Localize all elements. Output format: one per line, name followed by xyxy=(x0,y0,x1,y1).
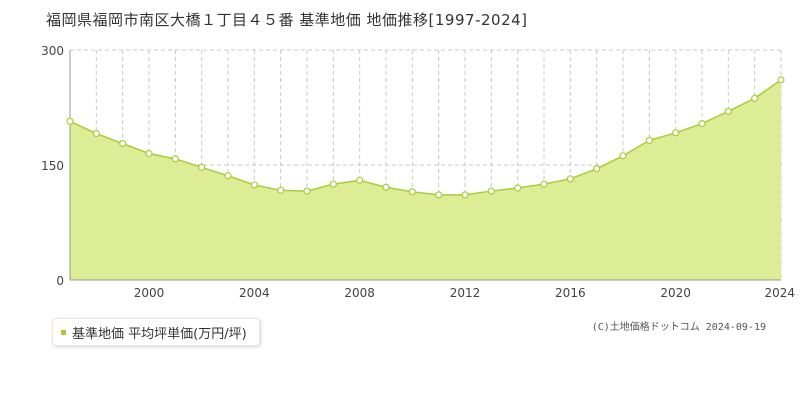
data-point[interactable] xyxy=(119,139,127,148)
data-point[interactable] xyxy=(751,94,759,102)
data-point[interactable] xyxy=(145,149,153,158)
data-point[interactable] xyxy=(566,175,574,183)
data-point[interactable] xyxy=(645,136,653,145)
data-point[interactable] xyxy=(724,107,732,115)
data-point[interactable] xyxy=(303,187,311,195)
y-tick-label: 0 xyxy=(56,274,64,288)
x-tick-label: 2000 xyxy=(134,286,165,300)
x-tick-label: 2012 xyxy=(450,286,481,300)
data-point[interactable] xyxy=(224,172,232,180)
data-point[interactable] xyxy=(435,191,443,199)
data-point[interactable] xyxy=(382,183,390,191)
point-layer xyxy=(66,76,785,199)
legend-label: 基準地価 平均坪単価(万円/坪) xyxy=(72,326,247,342)
x-tick-label: 2004 xyxy=(239,286,270,300)
x-tick-label: 2008 xyxy=(344,286,375,300)
data-point[interactable] xyxy=(408,188,416,196)
data-point[interactable] xyxy=(514,184,522,192)
data-point[interactable] xyxy=(698,119,706,128)
area-layer xyxy=(69,79,782,281)
data-point[interactable] xyxy=(487,187,495,195)
data-point[interactable] xyxy=(777,76,785,84)
data-point[interactable] xyxy=(619,152,627,160)
data-point[interactable] xyxy=(277,186,285,194)
y-tick-label: 300 xyxy=(41,44,64,58)
data-point[interactable] xyxy=(198,163,206,171)
series-line xyxy=(69,79,782,196)
data-point[interactable] xyxy=(593,165,601,173)
series-area xyxy=(70,79,781,281)
copyright: (C)土地価格ドットコム 2024-09-19 xyxy=(591,322,766,333)
label-layer: 0 150 300 2000 2004 2008 2012 2016 2020 2024 xyxy=(41,44,795,300)
data-point[interactable] xyxy=(329,180,337,188)
data-point[interactable] xyxy=(672,129,680,137)
legend-swatch xyxy=(61,329,66,335)
x-tick-label: 2024 xyxy=(764,286,795,300)
x-tick-label: 2020 xyxy=(660,286,691,300)
data-point[interactable] xyxy=(250,181,258,189)
data-point[interactable] xyxy=(92,129,100,138)
y-tick-label: 150 xyxy=(41,159,64,173)
axis-layer xyxy=(69,50,781,281)
data-point[interactable] xyxy=(356,176,364,184)
legend[interactable]: 基準地価 平均坪単価(万円/坪) xyxy=(52,318,260,346)
chart-title: 福岡県福岡市南区大橋１丁目４５番 基準地価 地価推移[1997-2024] xyxy=(46,11,528,29)
x-tick-label: 2016 xyxy=(555,286,586,300)
data-point[interactable] xyxy=(540,180,548,188)
data-point[interactable] xyxy=(66,117,74,125)
data-point[interactable] xyxy=(461,191,469,199)
data-point[interactable] xyxy=(171,155,179,163)
